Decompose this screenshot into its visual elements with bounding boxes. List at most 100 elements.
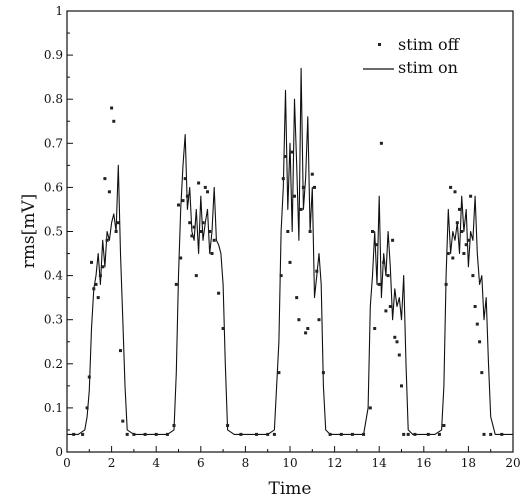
stim-off-point [317,318,321,322]
stim-off-point [112,119,116,123]
stim-off-point [388,305,392,308]
stim-off-point [299,207,303,211]
stim-off-point [437,432,441,436]
stim-off-point [464,243,468,247]
stim-off-point [406,432,410,436]
stim-off-point [221,327,225,330]
stim-off-point [301,185,305,189]
stim-off-point [286,230,290,233]
stim-off-point [339,432,343,436]
stim-off-point [179,256,183,260]
legend-label-stim-on: stim on [398,58,458,77]
stim-off-point [304,331,308,335]
stim-off-point [201,221,205,225]
stim-off-point [471,274,475,278]
stim-off-point [114,230,118,233]
stim-off-point [177,203,180,207]
y-tick-label: 0.4 [44,269,63,283]
stim-off-point [190,234,194,238]
stim-off-point [105,238,109,242]
stim-off-point [293,194,296,198]
stim-off-point [239,432,243,436]
stim-off-point [458,207,461,211]
x-tick-label: 6 [197,456,205,470]
stim-off-point [181,199,185,203]
y-axis: 0 0.1 0.2 0.3 0.4 0.5 0.6 0.7 0.8 0.9 1 [44,4,73,459]
stim-off-point [462,252,466,255]
stim-off-point [277,371,281,375]
stim-off-point [279,274,283,278]
stim-off-point [368,406,372,410]
y-tick-label: 0.5 [44,225,63,239]
y-tick-label: 0.9 [44,48,63,62]
stim-off-point [165,432,169,436]
stim-off-point [90,260,93,264]
stim-off-point [119,349,122,353]
y-tick-label: 0.8 [44,92,63,106]
y-tick-label: 0.3 [44,313,63,327]
stim-off-point [255,432,258,436]
stim-off-point [81,432,85,436]
plot-frame [66,10,514,453]
stim-off-point [482,432,486,436]
stim-off-series [72,106,504,436]
stim-off-point [466,238,470,242]
stim-off-point [72,432,76,436]
stim-off-point [96,296,100,300]
stim-off-point [489,432,493,436]
stim-off-point [480,371,484,375]
stim-off-point [154,432,158,436]
stim-off-point [185,194,189,198]
stim-off-point [451,256,455,260]
x-axis: 0 2 4 6 8 10 12 14 16 18 20 [63,446,521,470]
x-tick-label: 0 [63,456,71,470]
stim-off-point [92,287,96,291]
stim-off-point [297,318,301,322]
stim-off-point [295,296,299,300]
stim-off-point [500,432,504,436]
y-tick-label: 0 [55,445,63,459]
stim-off-point [208,230,212,233]
stim-off-point [284,155,287,158]
stim-off-point [375,243,379,247]
stim-off-point [362,432,366,436]
stim-off-point [107,190,111,194]
stim-off-point [469,194,473,198]
stim-off-point [382,260,386,264]
stim-off-point [288,260,292,264]
stim-off-point [446,252,450,255]
stim-off-point [386,274,390,278]
y-axis-label: rms[mV] [19,194,39,269]
stim-off-point [473,305,477,308]
y-tick-label: 0.1 [44,401,63,415]
stim-off-point [308,230,312,233]
stim-off-point [272,432,276,436]
y-tick-label: 0.6 [44,180,63,194]
stim-off-point [197,181,201,185]
x-tick-label: 10 [282,456,297,470]
stim-off-point [453,190,457,194]
x-tick-label: 16 [416,456,431,470]
stim-off-point [371,230,374,233]
stim-off-point [475,322,479,326]
x-tick-label: 18 [461,456,476,470]
y-tick-label: 0.2 [44,357,63,371]
stim-off-point [393,335,397,339]
stim-off-point [203,185,207,189]
stim-off-point [87,375,91,379]
stim-off-point [210,252,214,255]
stim-off-point [290,150,294,154]
stim-off-point [391,238,395,242]
stim-off-point [206,190,209,194]
stim-off-point [444,282,448,286]
legend: stim off stim on [363,35,461,77]
stim-off-point [395,340,399,344]
stim-off-point [125,432,129,436]
stim-off-point [188,221,192,225]
stim-off-point [373,327,377,330]
stim-off-point [449,185,453,189]
stim-off-point [101,265,105,269]
y-tick-label: 0.7 [44,136,63,150]
stim-off-point [426,432,430,436]
